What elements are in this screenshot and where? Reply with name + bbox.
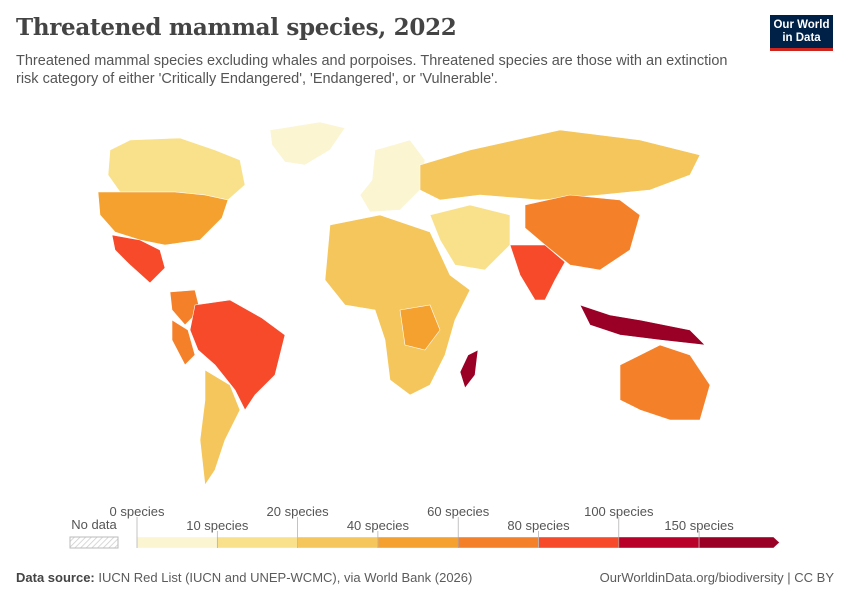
- data-source: Data source: IUCN Red List (IUCN and UNE…: [16, 570, 473, 585]
- legend-label: 80 species: [507, 518, 570, 533]
- legend-label: 10 species: [186, 518, 249, 533]
- country-peru[interactable]: [171, 319, 196, 366]
- country-brazil[interactable]: [189, 299, 286, 411]
- country-africa[interactable]: [324, 214, 471, 396]
- legend-swatch: [297, 536, 379, 549]
- country-mexico[interactable]: [111, 234, 166, 284]
- legend-swatch: [538, 536, 620, 549]
- country-russia[interactable]: [419, 129, 701, 201]
- country-united-states[interactable]: [97, 191, 229, 246]
- country-argentina[interactable]: [199, 369, 241, 486]
- country-dr-congo[interactable]: [399, 304, 441, 351]
- subtitle: Threatened mammal species excluding whal…: [16, 53, 728, 87]
- owid-logo[interactable]: Our World in Data: [770, 15, 833, 51]
- legend-label: 100 species: [584, 504, 654, 519]
- legend-label: 40 species: [347, 518, 410, 533]
- country-india[interactable]: [509, 244, 566, 301]
- legend-swatch: [618, 536, 700, 549]
- country-middle-east[interactable]: [429, 204, 511, 271]
- source-link[interactable]: OurWorldinData.org/biodiversity | CC BY: [599, 570, 834, 585]
- legend-swatch: [136, 536, 218, 549]
- legend-swatch: [217, 536, 298, 549]
- legend-no-data-label: No data: [71, 517, 117, 532]
- legend-swatch: [377, 536, 459, 549]
- country-china[interactable]: [524, 194, 641, 271]
- legend-swatch: [458, 536, 539, 549]
- legend-no-data-swatch: [69, 536, 119, 549]
- country-australia[interactable]: [619, 344, 711, 421]
- page-title: Threatened mammal species, 2022: [16, 14, 457, 41]
- country-greenland[interactable]: [269, 121, 346, 166]
- country-indonesia[interactable]: [579, 304, 706, 346]
- legend-label: 150 species: [664, 518, 734, 533]
- country-madagascar[interactable]: [459, 349, 479, 389]
- legend-swatch: [698, 536, 780, 549]
- legend-label: 0 species: [110, 504, 165, 519]
- country-canada[interactable]: [107, 137, 246, 201]
- country-europe[interactable]: [359, 139, 426, 213]
- legend-label: 60 species: [427, 504, 490, 519]
- legend-label: 20 species: [267, 504, 330, 519]
